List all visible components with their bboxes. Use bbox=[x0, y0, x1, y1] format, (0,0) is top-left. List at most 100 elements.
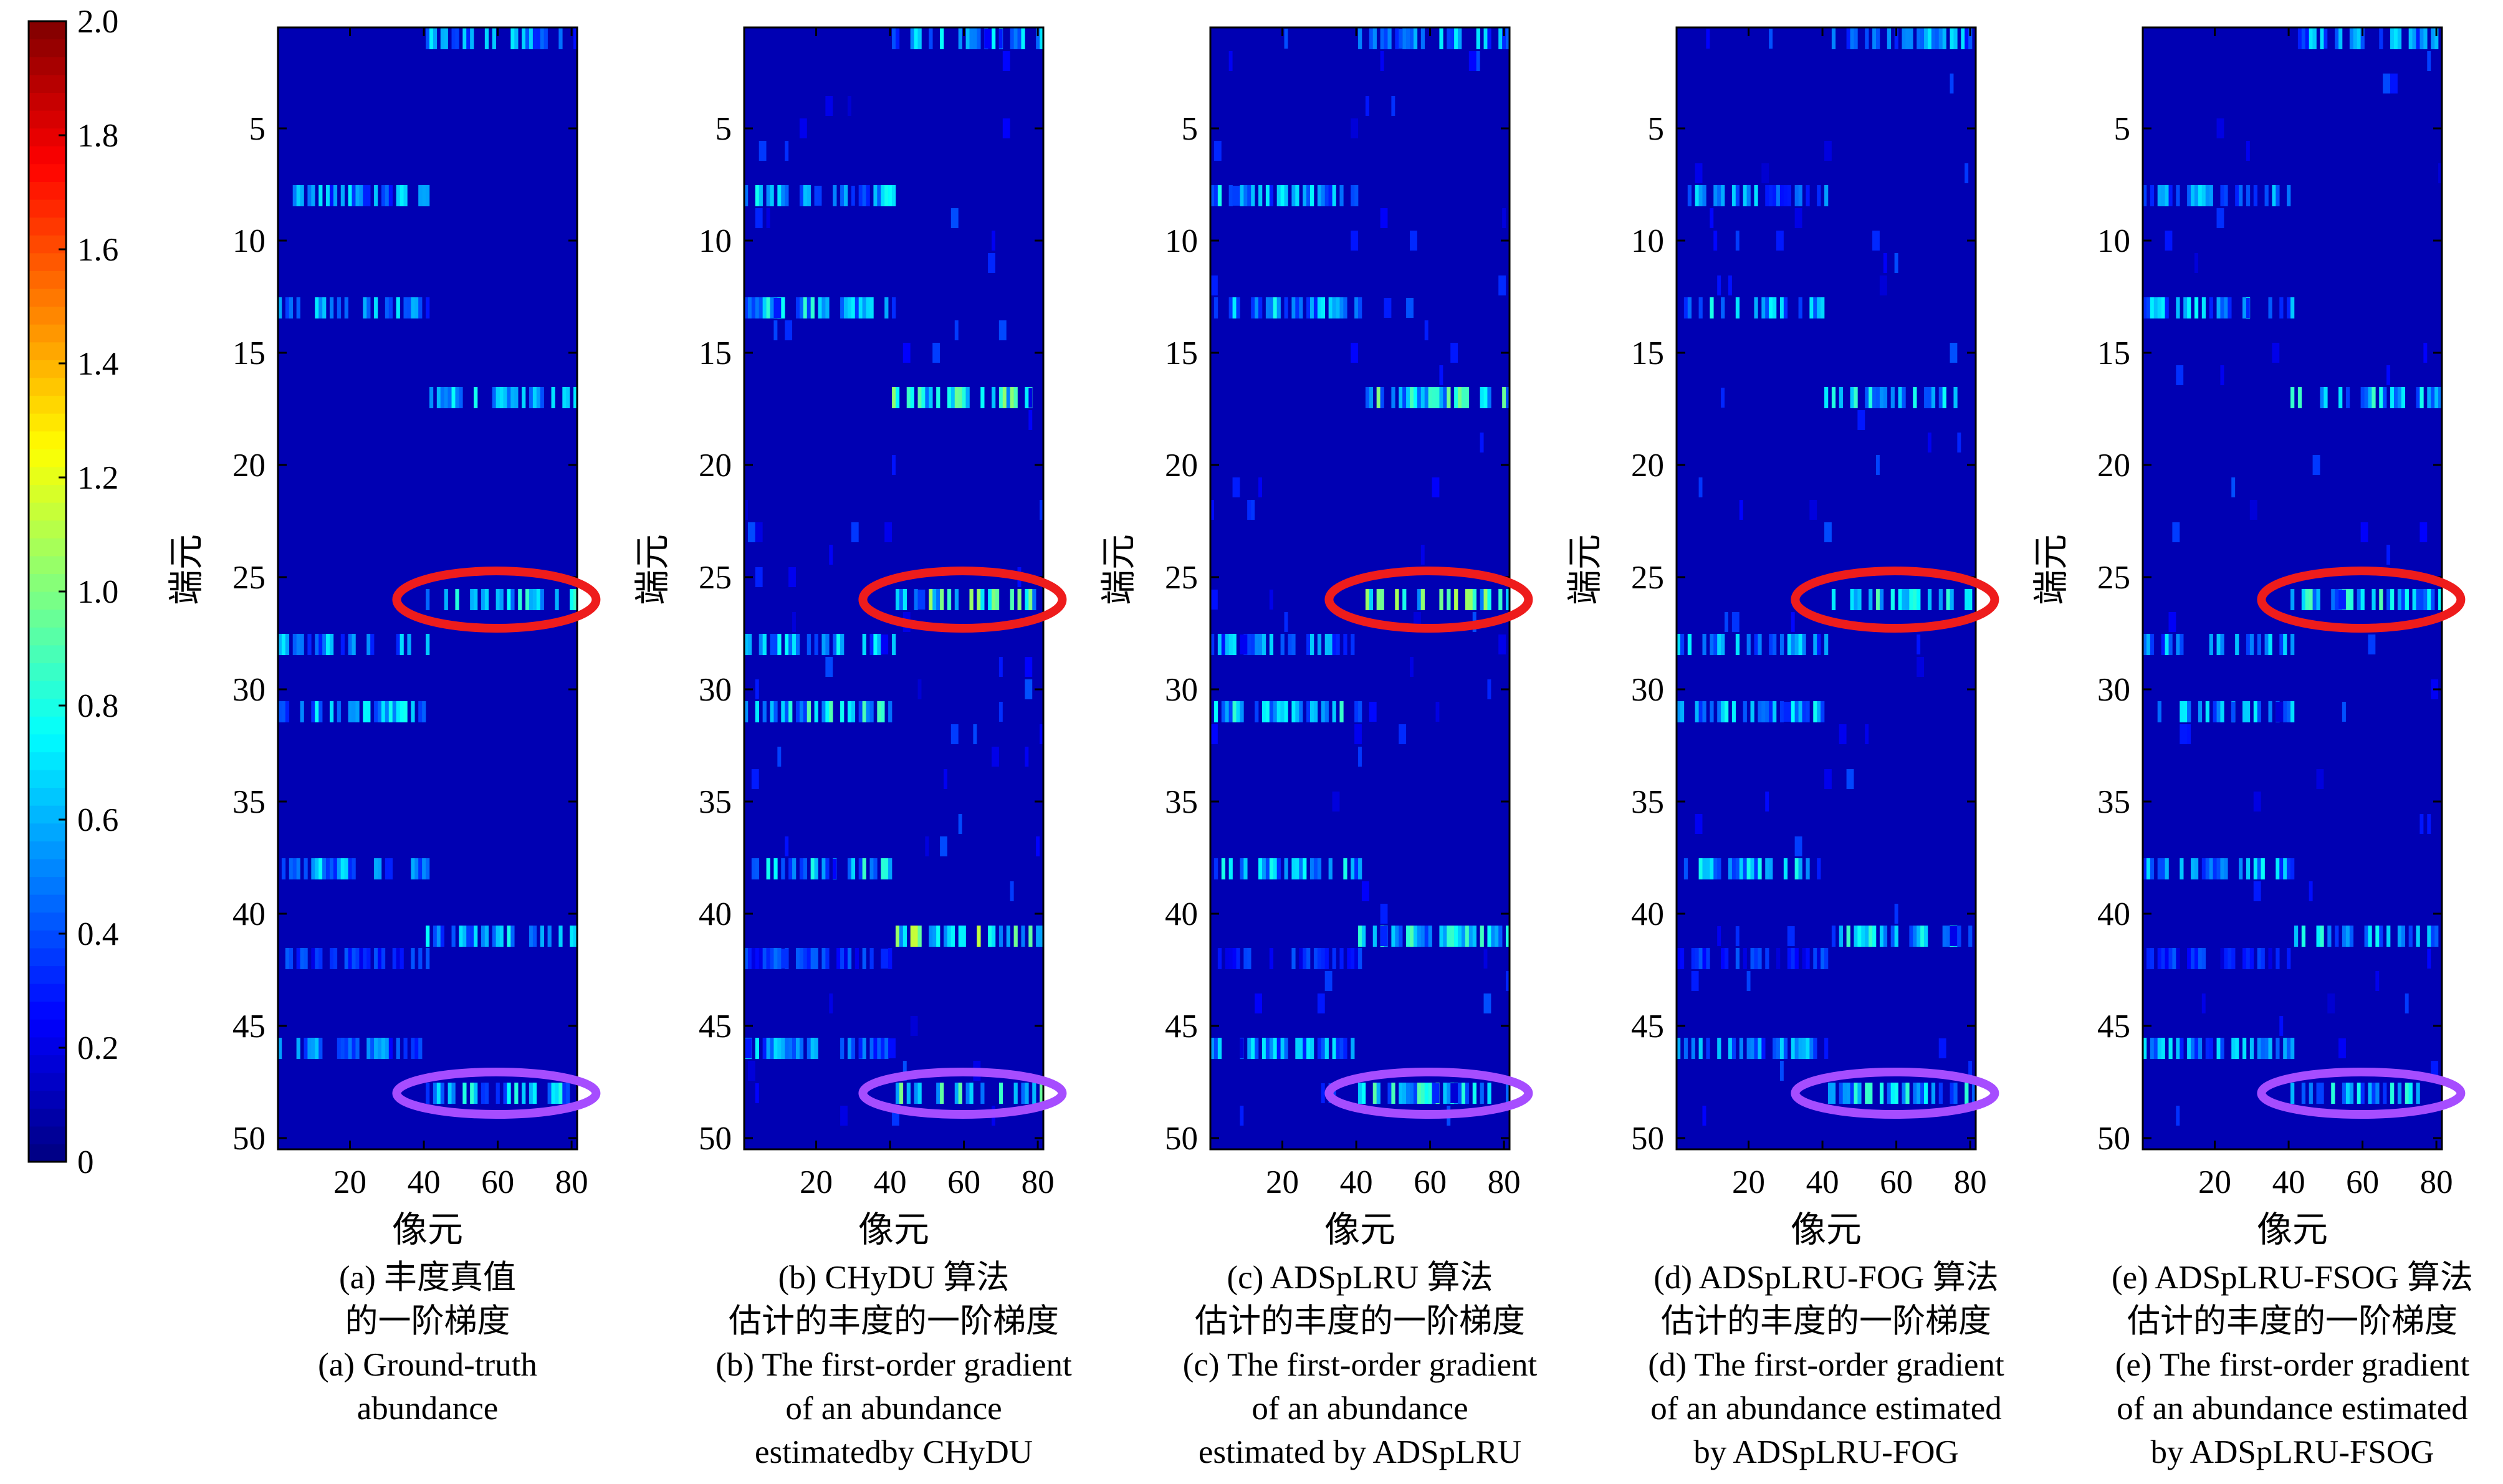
heatmap-cell bbox=[2393, 387, 2398, 408]
heatmap-cell bbox=[1435, 387, 1440, 408]
heatmap-noise-cell bbox=[2201, 993, 2206, 1013]
heatmap-cell bbox=[1021, 1083, 1025, 1104]
heatmap-cell bbox=[785, 701, 789, 722]
heatmap-cell bbox=[2379, 28, 2383, 49]
heatmap-cell bbox=[2176, 1038, 2180, 1059]
heatmap-noise-cell bbox=[2253, 881, 2261, 901]
heatmap-cell bbox=[1328, 634, 1333, 655]
heatmap-cell bbox=[1395, 926, 1399, 947]
heatmap-cell bbox=[1428, 1083, 1432, 1104]
y-tick-label: 15 bbox=[1631, 335, 1664, 371]
heatmap-cell bbox=[296, 297, 300, 318]
heatmap-cell bbox=[2279, 297, 2284, 318]
heatmap-noise-cell bbox=[932, 343, 940, 363]
heatmap-cell bbox=[1913, 926, 1917, 947]
heatmap-cell bbox=[359, 185, 363, 206]
heatmap-cell bbox=[451, 1083, 456, 1104]
heatmap-noise-cell bbox=[1483, 949, 1488, 969]
heatmap-cell bbox=[844, 948, 848, 969]
heatmap-cell bbox=[2283, 634, 2287, 655]
caption-line: 估计的丰度的一阶梯度 bbox=[1195, 1303, 1525, 1339]
heatmap-cell bbox=[444, 28, 448, 49]
heatmap-cell bbox=[2246, 185, 2251, 206]
heatmap-cell bbox=[311, 701, 315, 722]
heatmap-cell bbox=[1306, 701, 1311, 722]
heatmap-cell bbox=[2261, 1038, 2265, 1059]
y-tick-label: 25 bbox=[699, 560, 732, 596]
heatmap-cell bbox=[2176, 185, 2180, 206]
heatmap-cell bbox=[1913, 589, 1917, 610]
heatmap-cell bbox=[2242, 1038, 2247, 1059]
heatmap-cell bbox=[1417, 1083, 1422, 1104]
heatmap-cell bbox=[1243, 858, 1248, 879]
heatmap-cell bbox=[1706, 948, 1710, 969]
heatmap-noise-cell bbox=[1794, 836, 1802, 856]
y-tick-label: 25 bbox=[1631, 560, 1664, 596]
heatmap-cell bbox=[322, 858, 327, 879]
heatmap-cell bbox=[318, 634, 323, 655]
heatmap-cell bbox=[2368, 1083, 2372, 1104]
heatmap-cell bbox=[363, 701, 367, 722]
heatmap-cell bbox=[2150, 185, 2155, 206]
colorbar-tick-label: 1.2 bbox=[77, 460, 118, 496]
heatmap-noise-cell bbox=[950, 724, 959, 744]
heatmap-cell bbox=[363, 948, 367, 969]
heatmap-cell bbox=[895, 28, 900, 49]
heatmap-cell bbox=[1917, 589, 1921, 610]
heatmap-cell bbox=[1236, 701, 1240, 722]
heatmap-cell bbox=[1731, 701, 1736, 722]
heatmap-cell bbox=[503, 1083, 507, 1104]
colorbar-band bbox=[29, 912, 66, 931]
heatmap-cell bbox=[1677, 634, 1681, 655]
heatmap-cell bbox=[2246, 701, 2251, 722]
heatmap-noise-cell bbox=[825, 96, 833, 116]
heatmap-noise-cell bbox=[1028, 410, 1033, 430]
heatmap-cell bbox=[2268, 1038, 2272, 1059]
heatmap-cell bbox=[1779, 1038, 1784, 1059]
heatmap-cell bbox=[492, 387, 496, 408]
heatmap-cell bbox=[2242, 297, 2247, 318]
heatmap-cell bbox=[1695, 701, 1699, 722]
x-tick-label: 60 bbox=[1880, 1164, 1913, 1200]
heatmap-cell bbox=[1032, 589, 1036, 610]
heatmap-noise-cell bbox=[1040, 724, 1043, 744]
caption-line: 的一阶梯度 bbox=[345, 1303, 510, 1339]
heatmap-noise-cell bbox=[1380, 926, 1388, 946]
heatmap-cell bbox=[1258, 858, 1263, 879]
heatmap-cell bbox=[1468, 926, 1473, 947]
heatmap-cell bbox=[2408, 28, 2413, 49]
highlight-ellipse-red bbox=[858, 567, 1067, 633]
heatmap-cell bbox=[555, 589, 559, 610]
heatmap-cell bbox=[2401, 926, 2406, 947]
heatmap-cell bbox=[573, 589, 578, 610]
heatmap-cell bbox=[289, 858, 294, 879]
heatmap-cell bbox=[525, 589, 530, 610]
heatmap-noise-cell bbox=[1399, 724, 1407, 744]
heatmap-cell bbox=[495, 589, 500, 610]
heatmap-cell bbox=[514, 387, 519, 408]
heatmap-cell bbox=[1339, 297, 1344, 318]
heatmap-cell bbox=[1698, 1038, 1703, 1059]
heatmap-cell bbox=[1258, 185, 1263, 206]
heatmap-noise-cell bbox=[1824, 141, 1832, 161]
heatmap-cell bbox=[1898, 387, 1902, 408]
heatmap-cell bbox=[1387, 28, 1392, 49]
colorbar-band bbox=[29, 377, 66, 396]
caption-line: (c) The first-order gradient bbox=[1182, 1347, 1538, 1383]
heatmap-noise-cell bbox=[759, 141, 767, 161]
heatmap-cell bbox=[1876, 589, 1880, 610]
heatmap-cell bbox=[899, 1083, 904, 1104]
colorbar-band bbox=[29, 146, 66, 165]
heatmap-cell bbox=[378, 858, 382, 879]
heatmap-cell bbox=[806, 185, 811, 206]
heatmap-cell bbox=[1817, 948, 1821, 969]
heatmap-noise-cell bbox=[1424, 320, 1429, 340]
heatmap-cell bbox=[562, 1083, 567, 1104]
heatmap-cell bbox=[1946, 589, 1950, 610]
heatmap-cell bbox=[1369, 387, 1374, 408]
y-tick-label: 5 bbox=[1648, 111, 1665, 147]
y-tick-label: 35 bbox=[1631, 784, 1664, 820]
heatmap-cell bbox=[2220, 701, 2224, 722]
heatmap-cell bbox=[1887, 1083, 1892, 1104]
heatmap-cell bbox=[403, 701, 408, 722]
